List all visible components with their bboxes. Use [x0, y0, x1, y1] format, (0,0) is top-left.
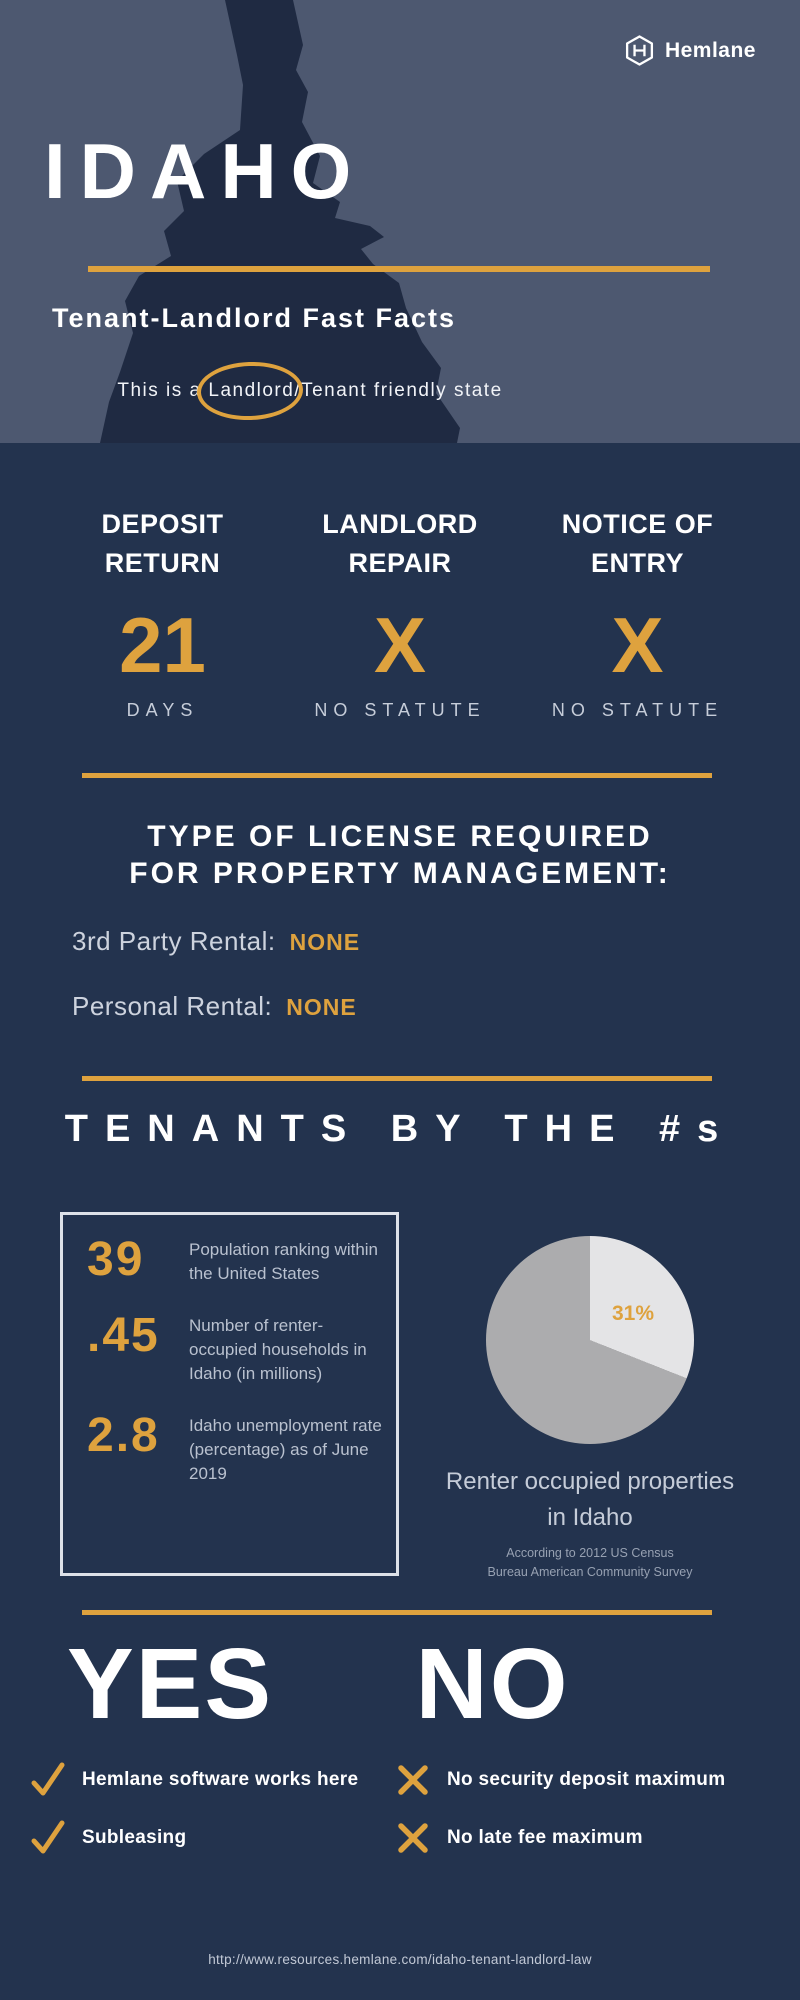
fact-sub: NO STATUTE: [314, 700, 486, 720]
fact-title: NOTICE OF ENTRY: [561, 509, 714, 578]
license-label: Personal Rental:: [72, 991, 273, 1021]
license-value: NONE: [289, 929, 361, 955]
fact-value: X: [373, 601, 427, 689]
fact-landlord-repair: LANDLORD REPAIR X NO STATUTE: [293, 505, 508, 721]
yes-column: YES Hemlane software works here Subleasi…: [30, 1628, 370, 1856]
no-item: No late fee maximum: [395, 1820, 770, 1856]
stat-renter-households: .45 Number of renter-occupied households…: [87, 1309, 382, 1386]
no-item-label: No security deposit maximum: [447, 1769, 726, 1790]
stat-desc: Population ranking within the United Sta…: [189, 1240, 379, 1283]
yes-item-label: Subleasing: [82, 1827, 187, 1848]
x-mark-icon: [398, 1823, 428, 1853]
yes-item: Subleasing: [30, 1820, 370, 1856]
fast-facts-row: DEPOSIT RETURN 21 DAYS LANDLORD REPAIR X…: [0, 505, 800, 721]
stat-value: 2.8: [87, 1409, 160, 1462]
license-heading: TYPE OF LICENSE REQUIRED FOR PROPERTY MA…: [129, 820, 671, 890]
pie-chart-block: 31% Renter occupied properties in Idaho …: [420, 1210, 760, 1582]
yes-heading: YES: [66, 1628, 274, 1740]
fact-sub: DAYS: [126, 700, 199, 720]
hemlane-hexagon-icon: [625, 35, 653, 66]
stat-population-rank: 39 Population ranking within the United …: [87, 1233, 382, 1286]
fact-value: 21: [119, 601, 206, 689]
license-item: 3rd Party Rental: NONE: [72, 926, 800, 957]
stat-desc: Idaho unemployment rate (percentage) as …: [189, 1416, 382, 1483]
idaho-map-silhouette-icon: [100, 0, 460, 443]
pie-caption: Renter occupied properties in Idaho: [445, 1468, 735, 1531]
fact-notice-of-entry: NOTICE OF ENTRY X NO STATUTE: [530, 505, 745, 721]
fact-title: DEPOSIT RETURN: [101, 509, 224, 578]
stats-box: 39 Population ranking within the United …: [60, 1212, 399, 1576]
stat-value: 39: [87, 1233, 145, 1286]
stat-unemployment-rate: 2.8 Idaho unemployment rate (percentage)…: [87, 1409, 382, 1486]
renter-occupied-pie-chart: 31%: [486, 1236, 694, 1444]
license-value: NONE: [286, 994, 357, 1020]
tagline-suffix: /Tenant friendly state: [294, 380, 503, 401]
fact-sub: NO STATUTE: [551, 700, 724, 720]
tagline-prefix: This is a: [117, 380, 209, 401]
hemlane-logo: Hemlane: [623, 34, 756, 67]
state-title: IDAHO: [44, 127, 366, 215]
no-heading: NO: [415, 1628, 570, 1740]
no-item-label: No late fee maximum: [447, 1827, 643, 1848]
stat-desc: Number of renter-occupied households in …: [189, 1316, 367, 1383]
no-item: No security deposit maximum: [395, 1762, 770, 1798]
license-item: Personal Rental: NONE: [72, 991, 800, 1022]
gold-rule-hero: [88, 266, 710, 272]
fact-title: LANDLORD REPAIR: [322, 509, 478, 578]
license-label: 3rd Party Rental:: [72, 926, 276, 956]
no-column: NO No security deposit maximum No late f…: [395, 1628, 770, 1856]
x-mark-icon: [398, 1765, 428, 1795]
fact-deposit-return: DEPOSIT RETURN 21 DAYS: [55, 505, 270, 721]
stat-value: .45: [87, 1309, 160, 1362]
checkmark-icon: [31, 1762, 65, 1796]
yes-item-label: Hemlane software works here: [82, 1769, 359, 1790]
pie-source-note: According to 2012 US Census Bureau Ameri…: [487, 1546, 693, 1579]
tagline: This is a Landlord/Tenant friendly state: [0, 380, 620, 402]
footer-url: http://www.resources.hemlane.com/idaho-t…: [208, 1952, 592, 1967]
hero-subtitle: Tenant-Landlord Fast Facts: [52, 303, 457, 333]
pie-percent-label: 31%: [612, 1302, 655, 1325]
gold-divider: [82, 773, 712, 778]
gold-divider: [82, 1076, 712, 1081]
footer: http://www.resources.hemlane.com/idaho-t…: [0, 1952, 800, 1967]
license-section: TYPE OF LICENSE REQUIRED FOR PROPERTY MA…: [0, 818, 800, 1022]
checkmark-icon: [31, 1820, 65, 1854]
hemlane-logo-text: Hemlane: [664, 38, 756, 62]
gold-divider: [82, 1610, 712, 1615]
fact-value: X: [611, 601, 664, 689]
tenants-heading: TENANTS BY THE #s: [64, 1108, 736, 1150]
yes-item: Hemlane software works here: [30, 1762, 370, 1798]
hero-header: Hemlane IDAHO Tenant-Landlord Fast Facts…: [0, 0, 800, 443]
tagline-circled-word: Landlord: [208, 380, 295, 401]
